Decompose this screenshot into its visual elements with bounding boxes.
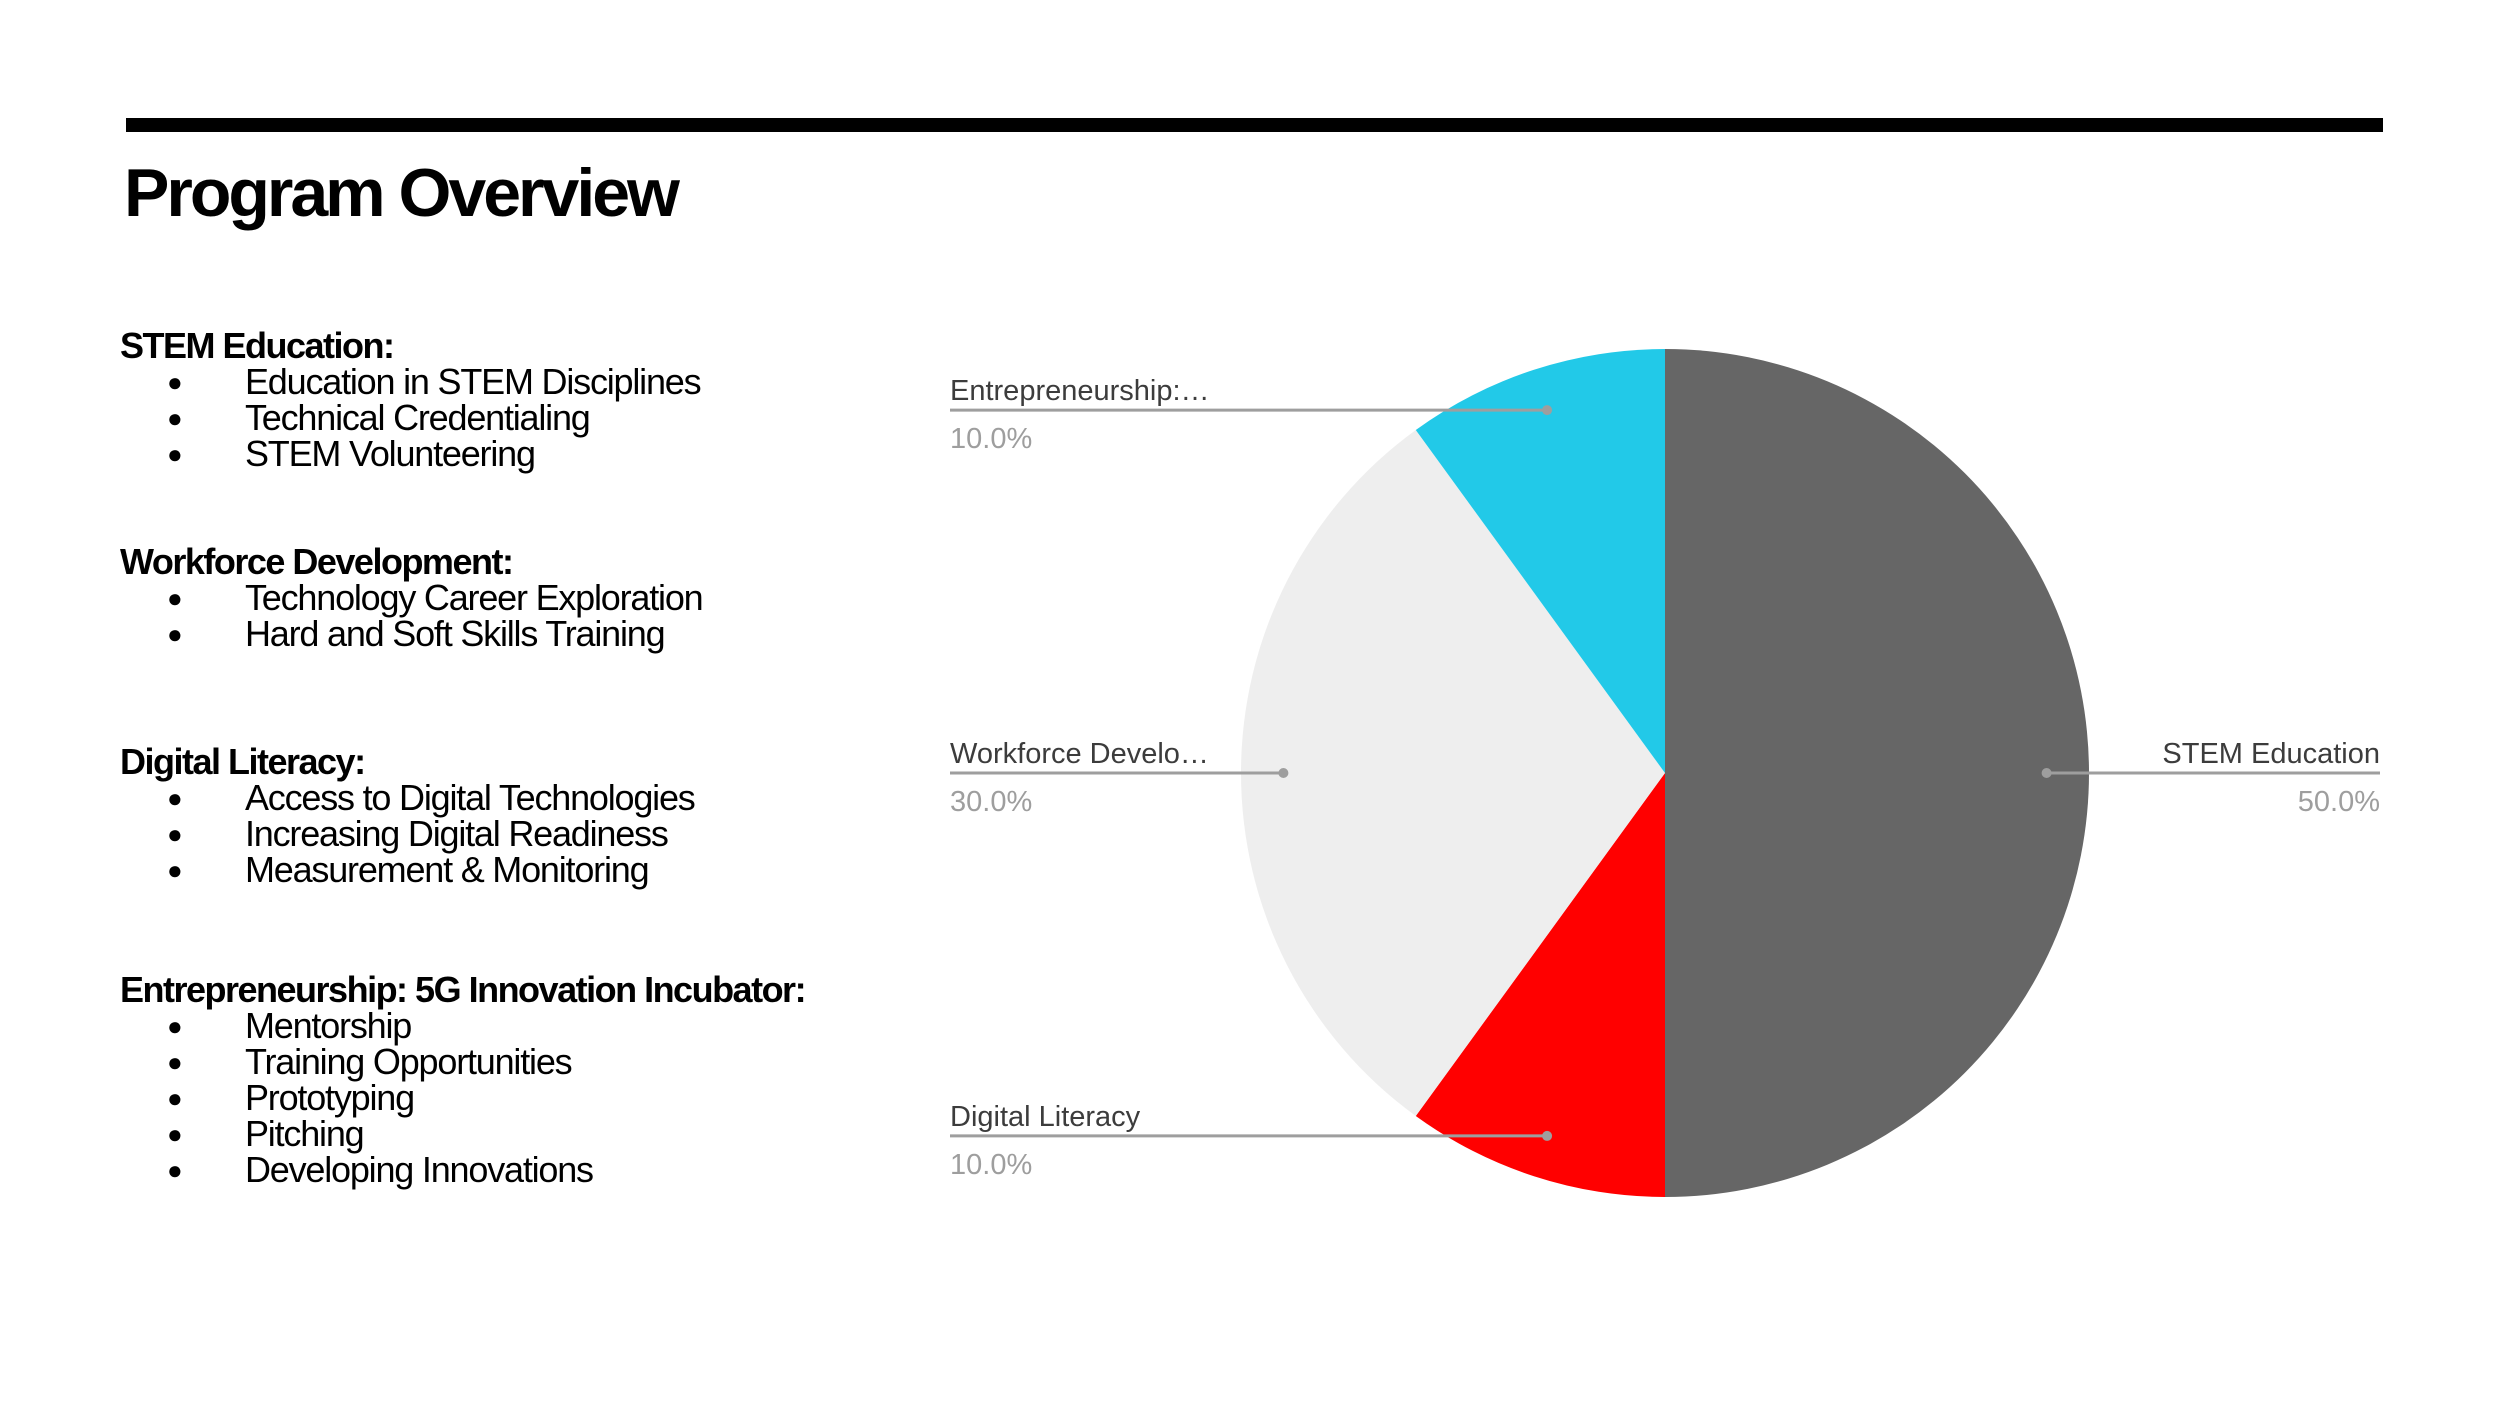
list-item: ● Access to Digital Technologies	[120, 777, 696, 818]
pie-labels: STEM Education 50.0% Digital Literacy 10.0%…	[950, 375, 2380, 1181]
list-item: ● Hard and Soft Skills Training	[120, 616, 702, 652]
section-workforce-development: Workforce Development: ● Technology Caree…	[120, 541, 704, 652]
list-item-text: Increasing Digital Readiness	[245, 813, 669, 854]
bullet-list: ● Access to Digital Technologies ● Increas…	[120, 777, 696, 888]
list-item-text: Technical Credentialing	[245, 397, 591, 438]
section-entrepreneurship: Entrepreneurship: 5G Innovation Incubato…	[120, 969, 807, 1188]
list-item: ● Developing Innovations	[120, 1152, 805, 1188]
slice-label-digital-literacy: Digital Literacy	[950, 1101, 1141, 1133]
list-item-text: Pitching	[245, 1113, 365, 1154]
list-item: ● Measurement & Monitoring	[120, 852, 695, 888]
section-digital-literacy: Digital Literacy: ● Access to Digital Tec…	[120, 741, 696, 888]
list-item: ● Prototyping	[120, 1080, 805, 1116]
leader-dot-workforce-development	[1278, 768, 1289, 778]
pie-slice-entrepreneurship	[1415, 349, 1665, 773]
list-item-text: Training Opportunities	[245, 1041, 573, 1082]
pie-slice-digital-literacy	[1415, 773, 1665, 1197]
section-heading: Digital Literacy:	[120, 741, 366, 782]
list-item: ● Technology Career Exploration	[120, 577, 704, 618]
page-title: Program Overview	[124, 155, 680, 231]
top-rule	[126, 118, 2383, 132]
leader-dot-digital-literacy	[1542, 1130, 1553, 1141]
list-item-text: Hard and Soft Skills Training	[245, 613, 666, 654]
bullet-icon: ●	[167, 783, 183, 813]
section-heading: STEM Education:	[120, 325, 395, 366]
pie-slice-stem-education	[1665, 349, 2089, 1197]
bullet-icon: ●	[167, 439, 183, 469]
bullet-icon: ●	[167, 1083, 183, 1113]
slice-value-stem-education: 50.0%	[2298, 786, 2380, 818]
bullet-icon: ●	[167, 619, 183, 649]
bullet-icon: ●	[167, 1011, 183, 1041]
slice-value-workforce-development: 30.0%	[950, 786, 1032, 818]
list-item-text: Measurement & Monitoring	[245, 849, 650, 890]
list-item-text: Education in STEM Disciplines	[245, 361, 702, 402]
list-item-text: Technology Career Exploration	[245, 577, 704, 618]
list-item: ● Pitching	[120, 1116, 805, 1152]
slice-label-entrepreneurship: Entrepreneurship:…	[950, 375, 1210, 407]
list-item-text: Developing Innovations	[245, 1149, 594, 1190]
leader-dot-entrepreneurship	[1542, 405, 1553, 416]
bullet-list: ● Education in STEM Disciplines ● Technica…	[120, 361, 702, 472]
bullet-list: ● Technology Career Exploration ● Hard and…	[120, 577, 704, 652]
bullet-icon: ●	[167, 403, 183, 433]
section-heading: Workforce Development:	[120, 541, 514, 582]
bullet-icon: ●	[167, 367, 183, 397]
bullet-icon: ●	[167, 583, 183, 613]
leader-dot-stem-education	[2041, 768, 2052, 778]
list-item-text: Mentorship	[245, 1005, 412, 1046]
slice-value-digital-literacy: 10.0%	[950, 1149, 1032, 1181]
bullet-icon: ●	[167, 1119, 183, 1149]
list-item-text: STEM Volunteering	[245, 433, 536, 474]
slice-value-entrepreneurship: 10.0%	[950, 423, 1032, 455]
list-item: ● Increasing Digital Readiness	[120, 816, 695, 852]
bullet-icon: ●	[167, 855, 183, 885]
list-item-text: Access to Digital Technologies	[245, 777, 696, 818]
bullet-icon: ●	[167, 819, 183, 849]
slice-label-workforce-development: Workforce Develo…	[950, 738, 1209, 770]
list-item: ● Training Opportunities	[120, 1044, 805, 1080]
section-stem-education: STEM Education: ● Education in STEM Disci…	[120, 325, 702, 472]
bullet-icon: ●	[167, 1047, 183, 1077]
list-item: ● STEM Volunteering	[120, 436, 700, 472]
pie-slice-workforce-development	[1241, 429, 1665, 1117]
bullet-list: ● Mentorship ● Training Opportunities ● Pro…	[120, 1008, 805, 1188]
list-item: ● Mentorship	[120, 1008, 805, 1044]
section-heading: Entrepreneurship: 5G Innovation Incubato…	[120, 969, 807, 1010]
list-item: ● Technical Credentialing	[120, 400, 700, 436]
list-item-text: Prototyping	[245, 1077, 415, 1118]
slice-label-stem-education: STEM Education	[2162, 738, 2380, 770]
bullet-icon: ●	[167, 1155, 183, 1185]
list-item: ● Education in STEM Disciplines	[120, 361, 702, 402]
pie-slices	[1241, 349, 2089, 1197]
